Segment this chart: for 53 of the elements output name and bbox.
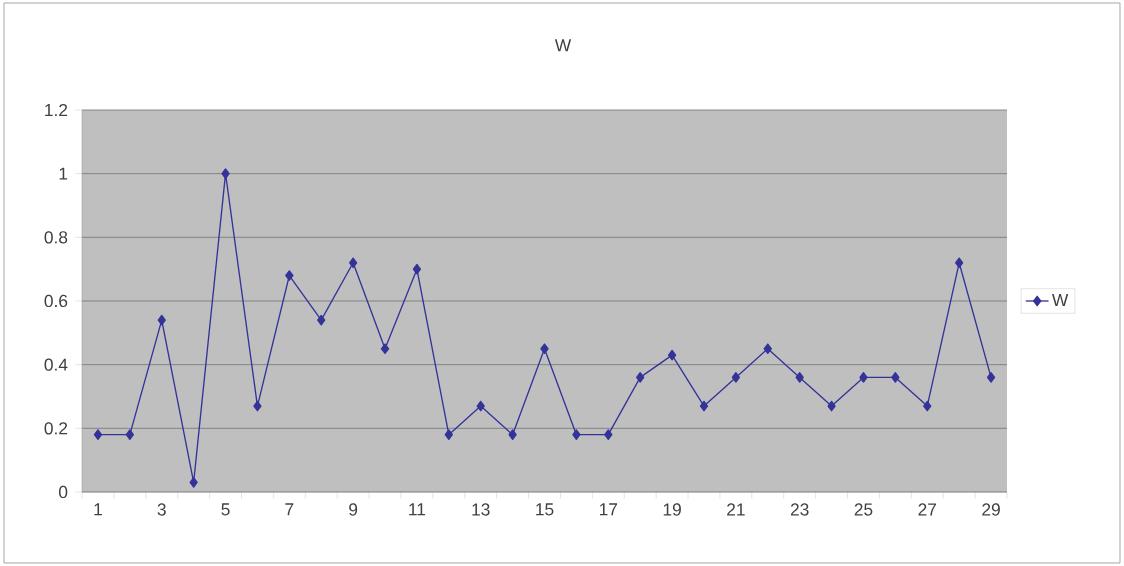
x-tick-label: 3 [157, 503, 166, 516]
point [221, 168, 230, 179]
point [986, 372, 996, 383]
y-tick-label: 1.2 [45, 103, 68, 117]
x-tick-label: 25 [854, 503, 873, 516]
point [731, 372, 741, 383]
y-tick-label: 0.4 [44, 358, 68, 371]
point [699, 400, 709, 412]
point [763, 343, 772, 355]
y-tick-label: 1 [59, 167, 68, 180]
x-tick-label: 29 [982, 503, 1000, 516]
point [859, 372, 868, 383]
x-tick-label: 7 [285, 503, 294, 516]
x-tick-label: 27 [918, 503, 937, 516]
x-tick-label: 9 [349, 503, 358, 516]
point [636, 372, 645, 383]
x-tick-label: 17 [599, 503, 618, 516]
legend-label: W [1051, 294, 1069, 306]
point [827, 400, 836, 412]
point [125, 429, 135, 441]
point [444, 429, 453, 441]
point [348, 257, 358, 269]
point [508, 429, 517, 441]
point [923, 400, 932, 412]
point [93, 429, 103, 441]
point [572, 429, 581, 441]
point [667, 349, 677, 361]
point [317, 314, 326, 326]
x-tick-label: 19 [663, 503, 681, 516]
x-tick-label: 13 [472, 503, 490, 516]
point [253, 400, 262, 412]
point [540, 343, 549, 355]
point [795, 372, 804, 383]
y-tick-label: 0.2 [44, 422, 68, 435]
point [285, 270, 294, 281]
point [380, 343, 390, 355]
x-tick-label: 15 [536, 503, 554, 516]
y-tick-label: 0.8 [44, 231, 68, 244]
point [891, 372, 900, 383]
point [954, 257, 964, 269]
x-tick-label: 21 [727, 503, 745, 516]
chart-title: W [554, 39, 572, 52]
x-tick-label: 5 [221, 503, 230, 516]
point [604, 429, 613, 441]
x-tick-label: 11 [409, 503, 426, 516]
point [157, 314, 166, 326]
y-tick-label: 0.6 [44, 294, 68, 308]
x-tick-label: 23 [790, 503, 809, 516]
point [189, 477, 198, 488]
point [476, 400, 485, 412]
point [412, 263, 422, 275]
x-tick-label: 1 [94, 503, 102, 516]
y-tick-label: 0 [58, 485, 68, 499]
